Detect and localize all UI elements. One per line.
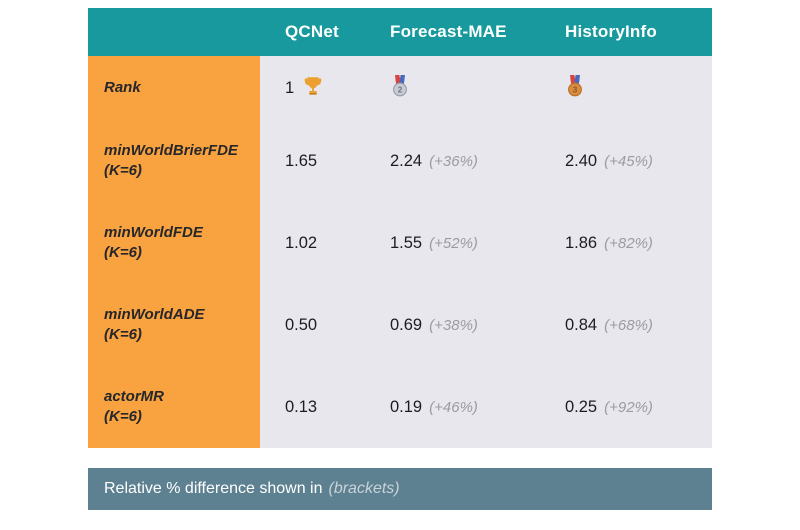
cell-minworldade-forecast-mae: 0.69 (+38%) xyxy=(365,284,540,366)
cell-minworldfde-qcnet: 1.02 xyxy=(260,202,365,284)
metric-value: 1.65 xyxy=(285,151,318,170)
column-header-historyinfo: HistoryInfo xyxy=(565,22,657,41)
cell-actormr-historyinfo: 0.25 (+92%) xyxy=(540,366,712,448)
metric-delta: (+36%) xyxy=(429,152,478,170)
table-row-rank: Rank 1 2 xyxy=(88,56,712,120)
metric-delta: (+46%) xyxy=(429,398,478,416)
metric-sub: (K=6) xyxy=(104,326,142,343)
cell-rank-historyinfo: 3 xyxy=(540,56,712,120)
metric-value: 0.69 xyxy=(390,315,423,334)
footnote-text: Relative % difference shown in xyxy=(104,480,323,497)
metric-value: 0.84 xyxy=(565,315,598,334)
metric-value: 0.25 xyxy=(565,397,598,416)
row-label-minworldbrierfde: minWorldBrierFDE (K=6) xyxy=(88,120,260,202)
svg-text:2: 2 xyxy=(398,84,403,94)
trophy-icon xyxy=(302,75,324,102)
metric-value: 0.50 xyxy=(285,315,318,334)
metric-delta: (+68%) xyxy=(604,316,653,334)
metric-sub: (K=6) xyxy=(104,162,142,179)
row-label-actormr: actorMR (K=6) xyxy=(88,366,260,448)
silver-medal-icon: 2 xyxy=(390,74,410,102)
metric-name: Rank xyxy=(104,79,141,96)
table-row-minworldfde: minWorldFDE (K=6) 1.02 1.55 (+52%) 1.86 … xyxy=(88,202,712,284)
metric-value: 2.24 xyxy=(390,151,423,170)
table-row-actormr: actorMR (K=6) 0.13 0.19 (+46%) 0.25 (+92… xyxy=(88,366,712,448)
cell-actormr-qcnet: 0.13 xyxy=(260,366,365,448)
metric-value: 0.19 xyxy=(390,397,423,416)
metric-value: 2.40 xyxy=(565,151,598,170)
cell-rank-qcnet: 1 xyxy=(260,56,365,120)
cell-minworldbrierfde-historyinfo: 2.40 (+45%) xyxy=(540,120,712,202)
metric-delta: (+52%) xyxy=(429,234,478,252)
row-label-minworldfde: minWorldFDE (K=6) xyxy=(88,202,260,284)
metric-value: 1.55 xyxy=(390,233,423,252)
cell-minworldbrierfde-qcnet: 1.65 xyxy=(260,120,365,202)
metric-value: 1.02 xyxy=(285,233,318,252)
metric-name: actorMR xyxy=(104,388,165,405)
column-header-forecast-mae: Forecast-MAE xyxy=(390,22,507,41)
cell-minworldbrierfde-forecast-mae: 2.24 (+36%) xyxy=(365,120,540,202)
metric-name: minWorldFDE xyxy=(104,224,203,241)
table-row-minworldbrierfde: minWorldBrierFDE (K=6) 1.65 2.24 (+36%) … xyxy=(88,120,712,202)
table-header: QCNet Forecast-MAE HistoryInfo xyxy=(88,8,712,56)
row-label-rank: Rank xyxy=(88,56,260,120)
metric-value: 0.13 xyxy=(285,397,318,416)
metric-delta: (+45%) xyxy=(604,152,653,170)
cell-minworldfde-historyinfo: 1.86 (+82%) xyxy=(540,202,712,284)
metric-sub: (K=6) xyxy=(104,244,142,261)
cell-actormr-forecast-mae: 0.19 (+46%) xyxy=(365,366,540,448)
row-label-minworldade: minWorldADE (K=6) xyxy=(88,284,260,366)
metric-name: minWorldADE xyxy=(104,306,205,323)
cell-minworldfde-forecast-mae: 1.55 (+52%) xyxy=(365,202,540,284)
metric-delta: (+38%) xyxy=(429,316,478,334)
bronze-medal-icon: 3 xyxy=(565,74,585,102)
footnote-emphasis: (brackets) xyxy=(328,480,400,497)
metric-sub: (K=6) xyxy=(104,408,142,425)
cell-minworldade-historyinfo: 0.84 (+68%) xyxy=(540,284,712,366)
metric-delta: (+82%) xyxy=(604,234,653,252)
rank-value: 1 xyxy=(285,78,295,97)
benchmark-table: QCNet Forecast-MAE HistoryInfo Rank 1 xyxy=(88,8,712,448)
table-row-minworldade: minWorldADE (K=6) 0.50 0.69 (+38%) 0.84 … xyxy=(88,284,712,366)
metric-delta: (+92%) xyxy=(604,398,653,416)
metric-name: minWorldBrierFDE xyxy=(104,142,238,159)
metric-value: 1.86 xyxy=(565,233,598,252)
cell-minworldade-qcnet: 0.50 xyxy=(260,284,365,366)
cell-rank-forecast-mae: 2 xyxy=(365,56,540,120)
svg-text:3: 3 xyxy=(573,84,578,94)
footnote-bar: Relative % difference shown in (brackets… xyxy=(88,468,712,510)
column-header-qcnet: QCNet xyxy=(285,22,339,41)
